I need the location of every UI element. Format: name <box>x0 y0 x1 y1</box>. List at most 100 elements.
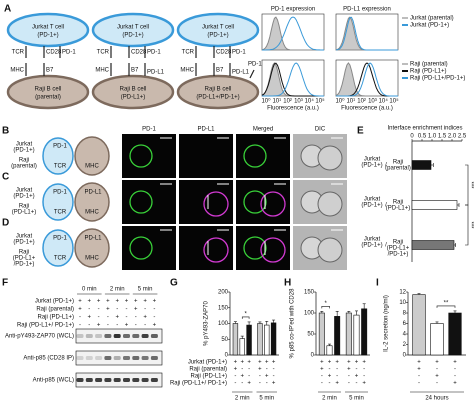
cell-label: (PD-L1+) <box>12 210 37 216</box>
x-tick-label: 2.0 <box>448 134 457 140</box>
y-tick-label: 12 <box>399 290 406 296</box>
sign: + <box>320 360 324 366</box>
sign: + <box>134 307 138 313</box>
sign: + <box>453 381 457 387</box>
molecule-label: PD-L1 <box>84 236 102 242</box>
molecule-label: TCR <box>54 256 67 262</box>
sign: + <box>328 360 332 366</box>
x-tick-label: 0 <box>410 134 414 140</box>
y-tick-label: 150 <box>304 290 315 296</box>
cell-label: Jurkat <box>16 142 33 148</box>
sign: + <box>106 307 110 313</box>
category-label: Jurkat <box>364 197 381 203</box>
condition-label: Raji (PD-L1+/ PD-1+) <box>17 323 74 329</box>
x-tick-label: 2.5 <box>458 134 467 140</box>
b-cell <box>91 74 175 110</box>
cell-label: (parental) <box>35 95 61 101</box>
molecule-label: CD28 <box>46 50 62 56</box>
time-label: 2 min <box>110 287 125 293</box>
pd1-stain <box>243 144 267 168</box>
molecule-label: B7 <box>46 68 54 74</box>
group-label: 5 min <box>349 396 364 402</box>
molecule-label: PD-L1 <box>147 70 165 76</box>
micrograph <box>122 134 176 178</box>
panel-letter: H <box>284 278 291 289</box>
sign: - <box>329 381 331 387</box>
micrograph <box>122 226 176 270</box>
category-label: Raji <box>393 240 403 246</box>
molecule-label: PD-1 <box>147 50 161 56</box>
sign: - <box>144 307 146 313</box>
pd1-stain <box>243 236 267 260</box>
category-label: (PD-1+) <box>361 203 382 209</box>
y-tick-label: 8 <box>403 311 407 317</box>
y-tick-label: 6 <box>403 321 407 327</box>
sign: - <box>329 367 331 373</box>
blot-band <box>150 378 158 382</box>
molecule-label: MHC <box>95 68 109 74</box>
sign: + <box>417 360 421 366</box>
sign: - <box>234 374 236 380</box>
condition-label: Jurkat (PD-1+) <box>35 299 74 305</box>
x-tick-label: 10⁴ <box>305 98 315 105</box>
cell-label: (PD-1+) <box>13 148 34 154</box>
sign: + <box>355 374 359 380</box>
sign: - <box>98 315 100 321</box>
condition-label: Jurkat (PD-1+) <box>188 360 227 366</box>
micrograph <box>236 226 290 270</box>
x-tick-label: 1.5 <box>438 134 447 140</box>
cell-label: Raji <box>19 204 29 210</box>
sign: + <box>78 307 82 313</box>
sign: - <box>348 381 350 387</box>
bar <box>411 240 455 250</box>
molecule-label: PD-L1 <box>232 70 250 76</box>
blot-band <box>141 378 149 382</box>
bar <box>430 323 444 356</box>
sign: + <box>453 360 457 366</box>
bar <box>318 312 325 356</box>
cell-label: (PD-1+) <box>122 33 143 39</box>
x-tick-label: 10⁵ <box>315 98 325 105</box>
cell-label: (parental) <box>11 164 37 170</box>
sign: - <box>418 374 420 380</box>
legend-label: Jurkat (parental) <box>410 16 454 22</box>
y-axis-label: IL-2 secretion (ng/ml) <box>384 295 390 352</box>
y-tick-label: 100 <box>218 321 229 327</box>
significance-label: *** <box>467 181 473 189</box>
histogram <box>261 16 324 51</box>
cell-label: Jurkat T cell <box>202 25 234 31</box>
bar <box>448 312 462 356</box>
sign: - <box>107 315 109 321</box>
blot-label: Anti-p85 (WCL) <box>33 378 74 384</box>
sign: + <box>258 360 262 366</box>
sign: - <box>135 323 137 329</box>
sign: + <box>88 299 92 305</box>
column-header: PD-1 <box>142 127 156 133</box>
sign: + <box>417 367 421 373</box>
cell-label: Raji B cell <box>35 87 62 93</box>
sign: - <box>248 374 250 380</box>
sign: + <box>115 315 119 321</box>
sign: - <box>321 381 323 387</box>
blot-band <box>95 378 103 382</box>
sign: + <box>234 360 238 366</box>
blot-label: Anti-p85 (CD28 IP) <box>23 356 74 362</box>
x-axis-label: Fluorescence (a.u.) <box>341 106 393 112</box>
x-tick-label: 10⁴ <box>379 98 389 105</box>
blot-band <box>150 334 158 338</box>
y-tick-label: 2 <box>403 342 407 348</box>
category-label: (PD-L1+) <box>386 206 411 212</box>
sign: + <box>153 323 157 329</box>
bar <box>334 316 341 356</box>
significance-bracket <box>321 306 330 309</box>
molecule-label: PD-1 <box>53 144 67 150</box>
sign: - <box>454 367 456 373</box>
sign: + <box>258 367 262 373</box>
sign: + <box>362 360 366 366</box>
x-tick-label: 10² <box>357 99 366 105</box>
cell-outline <box>317 191 343 217</box>
x-tick-label: 0.5 <box>418 134 427 140</box>
micrograph <box>236 180 290 224</box>
legend-label: Raji (PD-L1+/PD-1+) <box>410 76 465 82</box>
